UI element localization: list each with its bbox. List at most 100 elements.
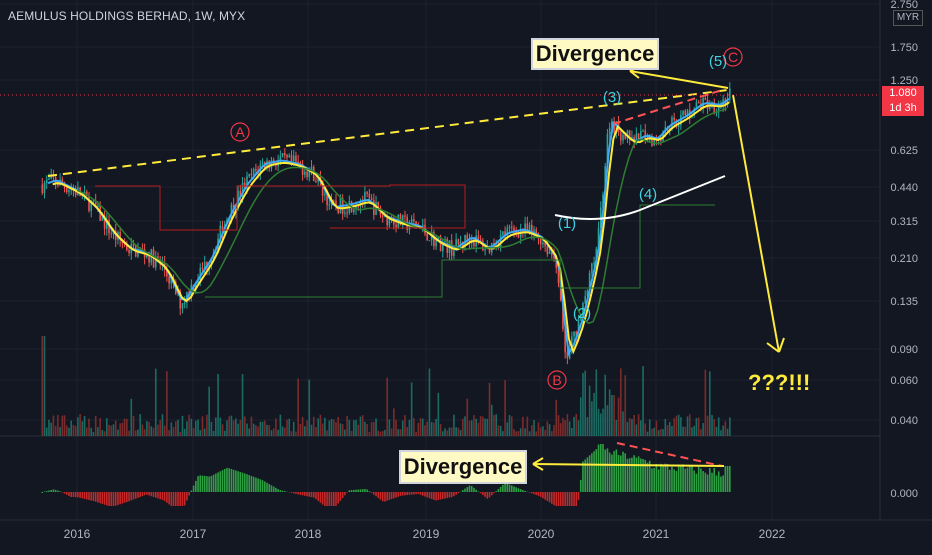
volume-bar (242, 374, 244, 436)
divergence-label-top[interactable]: Divergence (531, 38, 659, 70)
volume-bar (696, 418, 698, 436)
volume-bar (313, 417, 315, 436)
oscillator-bar (86, 492, 88, 499)
oscillator-bar (549, 492, 551, 502)
candle-body (371, 198, 373, 200)
volume-bar (226, 420, 228, 436)
volume-bar (393, 408, 395, 436)
volume-bar (527, 417, 529, 436)
oscillator-bar (119, 492, 121, 504)
candle-body (297, 162, 299, 163)
volume-bar (411, 383, 413, 436)
volume-bar (48, 420, 50, 436)
oscillator-bar (191, 490, 193, 492)
volume-bar (602, 409, 604, 436)
volume-bar (355, 420, 357, 436)
volume-bar (433, 423, 435, 436)
oscillator-bar (110, 492, 112, 506)
oscillator-bar (64, 492, 66, 494)
volume-bar (208, 387, 210, 436)
oscillator-bar (444, 492, 446, 499)
volume-bar (335, 422, 337, 436)
oscillator-bar (491, 492, 493, 495)
volume-bar (235, 418, 237, 436)
volume-bar (718, 417, 720, 436)
volume-bar (547, 421, 549, 436)
volume-bar (511, 416, 513, 436)
oscillator-bar (329, 492, 331, 506)
currency-label[interactable]: MYR (893, 10, 923, 26)
volume-bar (553, 425, 555, 436)
volume-bar (273, 428, 275, 436)
candle-body (110, 233, 112, 234)
oscillator-bar (462, 490, 464, 492)
oscillator-bar (202, 476, 204, 492)
volume-bar (349, 420, 351, 436)
volume-bar (518, 431, 520, 436)
volume-bar (244, 416, 246, 436)
oscillator-bar (253, 477, 255, 492)
volume-bar (571, 428, 573, 436)
volume-bar (110, 426, 112, 436)
volume-bar (311, 425, 313, 436)
oscillator-bar (142, 492, 144, 496)
wave-label-1: (1) (558, 215, 576, 232)
volume-bar (191, 419, 193, 436)
oscillator-bar (369, 491, 371, 492)
candle-body (395, 225, 397, 228)
oscillator-bar (664, 464, 666, 492)
oscillator-bar (515, 487, 517, 492)
oscillator-bar (117, 492, 119, 505)
volume-bar (82, 421, 84, 436)
candle-body (304, 172, 306, 175)
volume-bar (206, 415, 208, 436)
oscillator-bar (244, 473, 246, 492)
oscillator-bar (280, 490, 282, 492)
candle-body (253, 169, 255, 175)
oscillator-bar (433, 492, 435, 500)
volume-bar (676, 416, 678, 436)
candle-body (547, 246, 549, 254)
oscillator-bar (53, 489, 55, 492)
oscillator-bar (607, 448, 609, 492)
volume-bar (373, 422, 375, 436)
oscillator-bar (431, 492, 433, 499)
y-tick-label: 0.090 (890, 344, 918, 356)
volume-bar (446, 431, 448, 436)
oscillator-bar (353, 490, 355, 492)
oscillator-bar (426, 492, 428, 497)
candle-body (66, 188, 68, 193)
volume-bar (88, 419, 90, 436)
oscillator-bar (564, 492, 566, 506)
divergence-osc-line (617, 443, 722, 466)
candle-body (128, 250, 130, 253)
oscillator-bar (482, 492, 484, 495)
oscillator-bar (636, 458, 638, 492)
volume-bar (484, 419, 486, 436)
oscillator-bar (702, 471, 704, 492)
oscillator-bar (560, 492, 562, 506)
oscillator-bar (55, 490, 57, 492)
x-tick-label: 2021 (643, 527, 670, 541)
oscillator-bar (520, 489, 522, 492)
oscillator-bar (208, 476, 210, 492)
volume-bar (622, 411, 624, 436)
volume-bar (466, 399, 468, 436)
volume-bar (636, 425, 638, 436)
oscillator-bar (422, 492, 424, 496)
oscillator-bar (204, 476, 206, 492)
oscillator-bar (411, 492, 413, 495)
oscillator-bar (297, 492, 299, 494)
oscillator-bar (593, 451, 595, 492)
volume-bar (291, 431, 293, 436)
volume-bar (575, 414, 577, 436)
oscillator-bar (93, 492, 95, 501)
oscillator-bar (68, 492, 70, 496)
volume-bar (551, 431, 553, 436)
volume-bar (90, 428, 92, 436)
volume-bar (144, 429, 146, 436)
volume-bar (642, 366, 644, 436)
divergence-label-bottom[interactable]: Divergence (399, 450, 527, 484)
symbol-title: AEMULUS HOLDINGS BERHAD, 1W, MYX (8, 9, 245, 23)
volume-bar (300, 424, 302, 436)
